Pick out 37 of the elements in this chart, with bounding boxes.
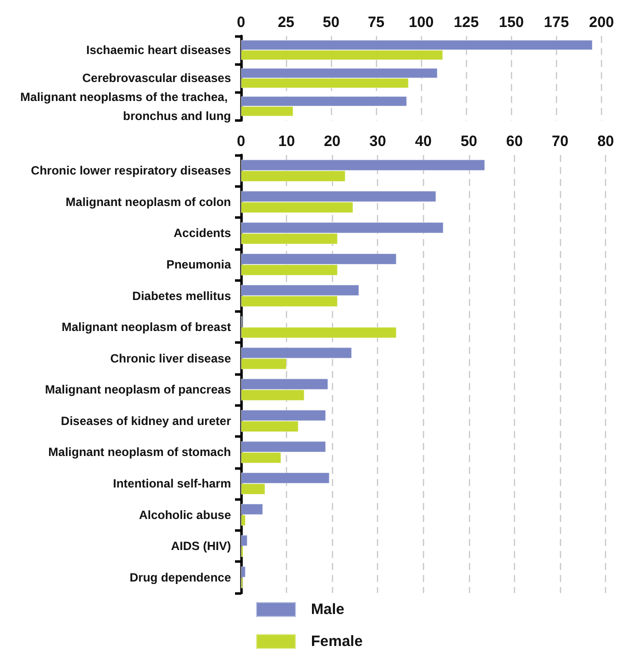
x-tick-label: 80 xyxy=(597,133,614,150)
y-tick-label: Ischaemic heart diseases xyxy=(86,43,232,58)
x-tick-label: 50 xyxy=(322,14,340,31)
x-tick-label: 30 xyxy=(369,133,386,150)
legend-label: Female xyxy=(311,633,363,650)
y-tick-label: Cerebrovascular diseases xyxy=(82,71,232,86)
x-tick-label: 10 xyxy=(278,133,295,150)
y-tick-label: Alcoholic abuse xyxy=(138,508,232,522)
y-tick-label: Accidents xyxy=(174,226,232,240)
x-tick-label: 70 xyxy=(552,133,568,150)
y-tick-label: Malignant neoplasm of stomach xyxy=(48,445,231,460)
x-tick-label: 0 xyxy=(236,14,246,31)
y-tick-label: Chronic liver disease xyxy=(110,351,232,366)
y-tick-label: Diseases of kidney and ureter xyxy=(60,414,232,428)
y-tick-label: Intentional self-harm xyxy=(112,476,231,490)
y-tick-label: Malignant neoplasm of breast xyxy=(62,320,232,334)
x-tick-label: 40 xyxy=(414,133,432,150)
x-tick-label: 60 xyxy=(506,133,523,150)
x-tick-label: 25 xyxy=(278,14,294,31)
y-tick-label: Drug dependence xyxy=(130,570,232,584)
y-tick-label: Pneumonia xyxy=(166,258,232,272)
x-tick-label: 75 xyxy=(368,14,385,31)
y-tick-label: AIDS (HIV) xyxy=(171,539,232,554)
y-tick-label: Malignant neoplasm of colon xyxy=(66,194,231,209)
x-tick-label: 50 xyxy=(460,133,478,150)
y-tick-label: Malignant neoplasm of pancreas xyxy=(44,382,232,397)
x-tick-label: 0 xyxy=(236,133,246,150)
legend-label: Male xyxy=(311,601,344,618)
y-tick-label: Malignant neoplasms of the trachea, bronchus and lung xyxy=(20,90,231,123)
y-tick-label: Chronic lower respiratory diseases xyxy=(30,164,232,178)
x-tick-label: 100 xyxy=(408,14,434,31)
x-tick-label: 125 xyxy=(454,14,479,31)
x-tick-label: 200 xyxy=(588,14,614,31)
y-tick-label: Diabetes mellitus xyxy=(132,288,232,303)
x-tick-label: 150 xyxy=(498,14,524,31)
x-tick-label: 20 xyxy=(324,133,341,150)
x-tick-label: 175 xyxy=(544,14,569,31)
